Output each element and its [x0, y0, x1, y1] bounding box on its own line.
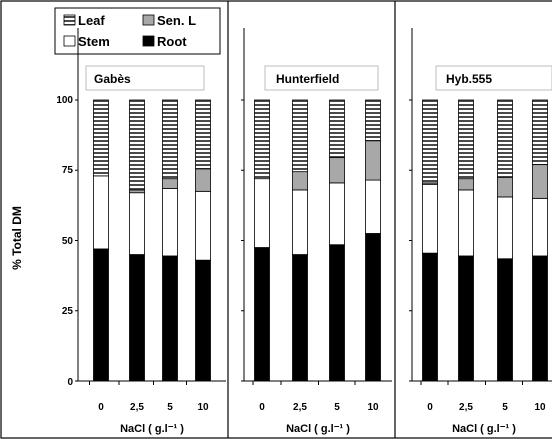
chart-marks — [75, 28, 552, 385]
legend-label-stem: Stem — [78, 34, 110, 49]
bar-segment-stem — [162, 188, 178, 257]
bar-segment-sen-l — [497, 176, 513, 198]
legend: Leaf Sen. L Stem Root — [54, 7, 221, 55]
x-tick-label: 5 — [334, 402, 340, 413]
y-tick-100: 100 — [56, 95, 73, 106]
x-axis-label: NaCl ( g.l⁻¹ ) — [286, 423, 350, 435]
bar-segment-leaf — [532, 99, 548, 166]
legend-label-senl: Sen. L — [157, 13, 196, 28]
bar-segment-stem — [422, 183, 438, 254]
y-axis-label: % Total DM — [10, 206, 24, 270]
bar-segment-leaf — [422, 99, 438, 184]
x-tick-label: 5 — [502, 402, 508, 413]
bar-segment-stem — [292, 189, 308, 255]
y-tick-25: 25 — [62, 306, 74, 317]
panel-hyb555: Hyb.555 0 2,5 5 10 NaCl ( g.l⁻¹ ) — [427, 65, 552, 435]
legend-label-root: Root — [157, 34, 187, 49]
x-tick-label: 10 — [197, 402, 209, 413]
bar-segment-root — [292, 254, 308, 382]
bar-segment-root — [93, 248, 109, 382]
bar-segment-root — [422, 252, 438, 382]
y-tick-75: 75 — [62, 165, 74, 176]
bar-segment-stem — [497, 196, 513, 260]
panel-title: Hyb.555 — [446, 72, 492, 86]
legend-swatch-senl — [142, 14, 155, 26]
bar-segment-root — [329, 244, 345, 382]
bar-segment-sen-l — [329, 157, 345, 184]
bar-segment-stem — [365, 179, 381, 234]
bar-segment-leaf — [162, 99, 178, 180]
panel-title-box — [435, 65, 552, 91]
legend-label-leaf: Leaf — [78, 13, 105, 28]
bar-segment-stem — [93, 175, 109, 250]
bar-segment-leaf — [195, 99, 211, 170]
bar-segment-leaf — [497, 99, 513, 178]
bar-segment-root — [497, 258, 513, 382]
bar-segment-sen-l — [195, 168, 211, 192]
bar-segment-root — [162, 255, 178, 382]
bar-segment-stem — [532, 197, 548, 257]
bar-segment-leaf — [93, 99, 109, 177]
bar-segment-leaf — [292, 99, 308, 173]
bar-segment-sen-l — [292, 171, 308, 191]
bar-segment-stem — [254, 178, 270, 248]
panel-title: Gabès — [94, 72, 131, 86]
x-tick-label: 0 — [427, 402, 433, 413]
x-tick-label: 2,5 — [130, 402, 144, 413]
bar-segment-leaf — [458, 99, 474, 180]
bar-segment-sen-l — [532, 164, 548, 199]
legend-swatch-root — [142, 35, 155, 47]
y-tick-0: 0 — [67, 377, 73, 388]
bar-segment-leaf — [129, 99, 145, 191]
x-tick-label: 10 — [367, 402, 379, 413]
bar-segment-stem — [458, 189, 474, 257]
bar-segment-leaf — [329, 99, 345, 159]
legend-swatch-stem — [63, 35, 76, 47]
panel-gabes: Gabès 0 2,5 5 10 NaCl ( g.l⁻¹ ) — [85, 65, 209, 435]
bar-segment-sen-l — [458, 178, 474, 191]
bar-segment-stem — [195, 190, 211, 261]
y-tick-labels: 0 25 50 75 100 — [56, 95, 73, 388]
bar-segment-root — [365, 233, 381, 382]
panel-title: Hunterfield — [276, 72, 339, 86]
y-tick-50: 50 — [62, 236, 74, 247]
bar-segment-stem — [329, 182, 345, 246]
bar-segment-root — [195, 259, 211, 382]
x-tick-label: 2,5 — [293, 402, 307, 413]
x-tick-label: 10 — [534, 402, 546, 413]
x-tick-label: 2,5 — [459, 402, 473, 413]
x-tick-label: 0 — [98, 402, 104, 413]
legend-swatch-leaf — [63, 14, 76, 26]
bar-segment-root — [532, 255, 548, 382]
panel-title-box — [264, 65, 379, 91]
bar-segment-root — [254, 247, 270, 382]
bar-segment-sen-l — [162, 178, 178, 189]
bar-segment-sen-l — [129, 189, 145, 194]
bar-segment-stem — [129, 192, 145, 255]
legend-box — [54, 7, 221, 55]
panel-title-box — [85, 65, 205, 91]
x-tick-label: 5 — [167, 402, 173, 413]
x-axis-label: NaCl ( g.l⁻¹ ) — [120, 423, 184, 435]
bar-segment-root — [129, 254, 145, 382]
panel-hunterfield: Hunterfield 0 2,5 5 10 NaCl ( g.l⁻¹ ) — [259, 65, 379, 435]
x-axis-label: NaCl ( g.l⁻¹ ) — [452, 423, 516, 435]
x-tick-label: 0 — [259, 402, 265, 413]
bar-segment-sen-l — [365, 140, 381, 181]
bar-segment-leaf — [254, 99, 270, 180]
bar-segment-leaf — [365, 99, 381, 142]
bar-segment-root — [458, 255, 474, 382]
